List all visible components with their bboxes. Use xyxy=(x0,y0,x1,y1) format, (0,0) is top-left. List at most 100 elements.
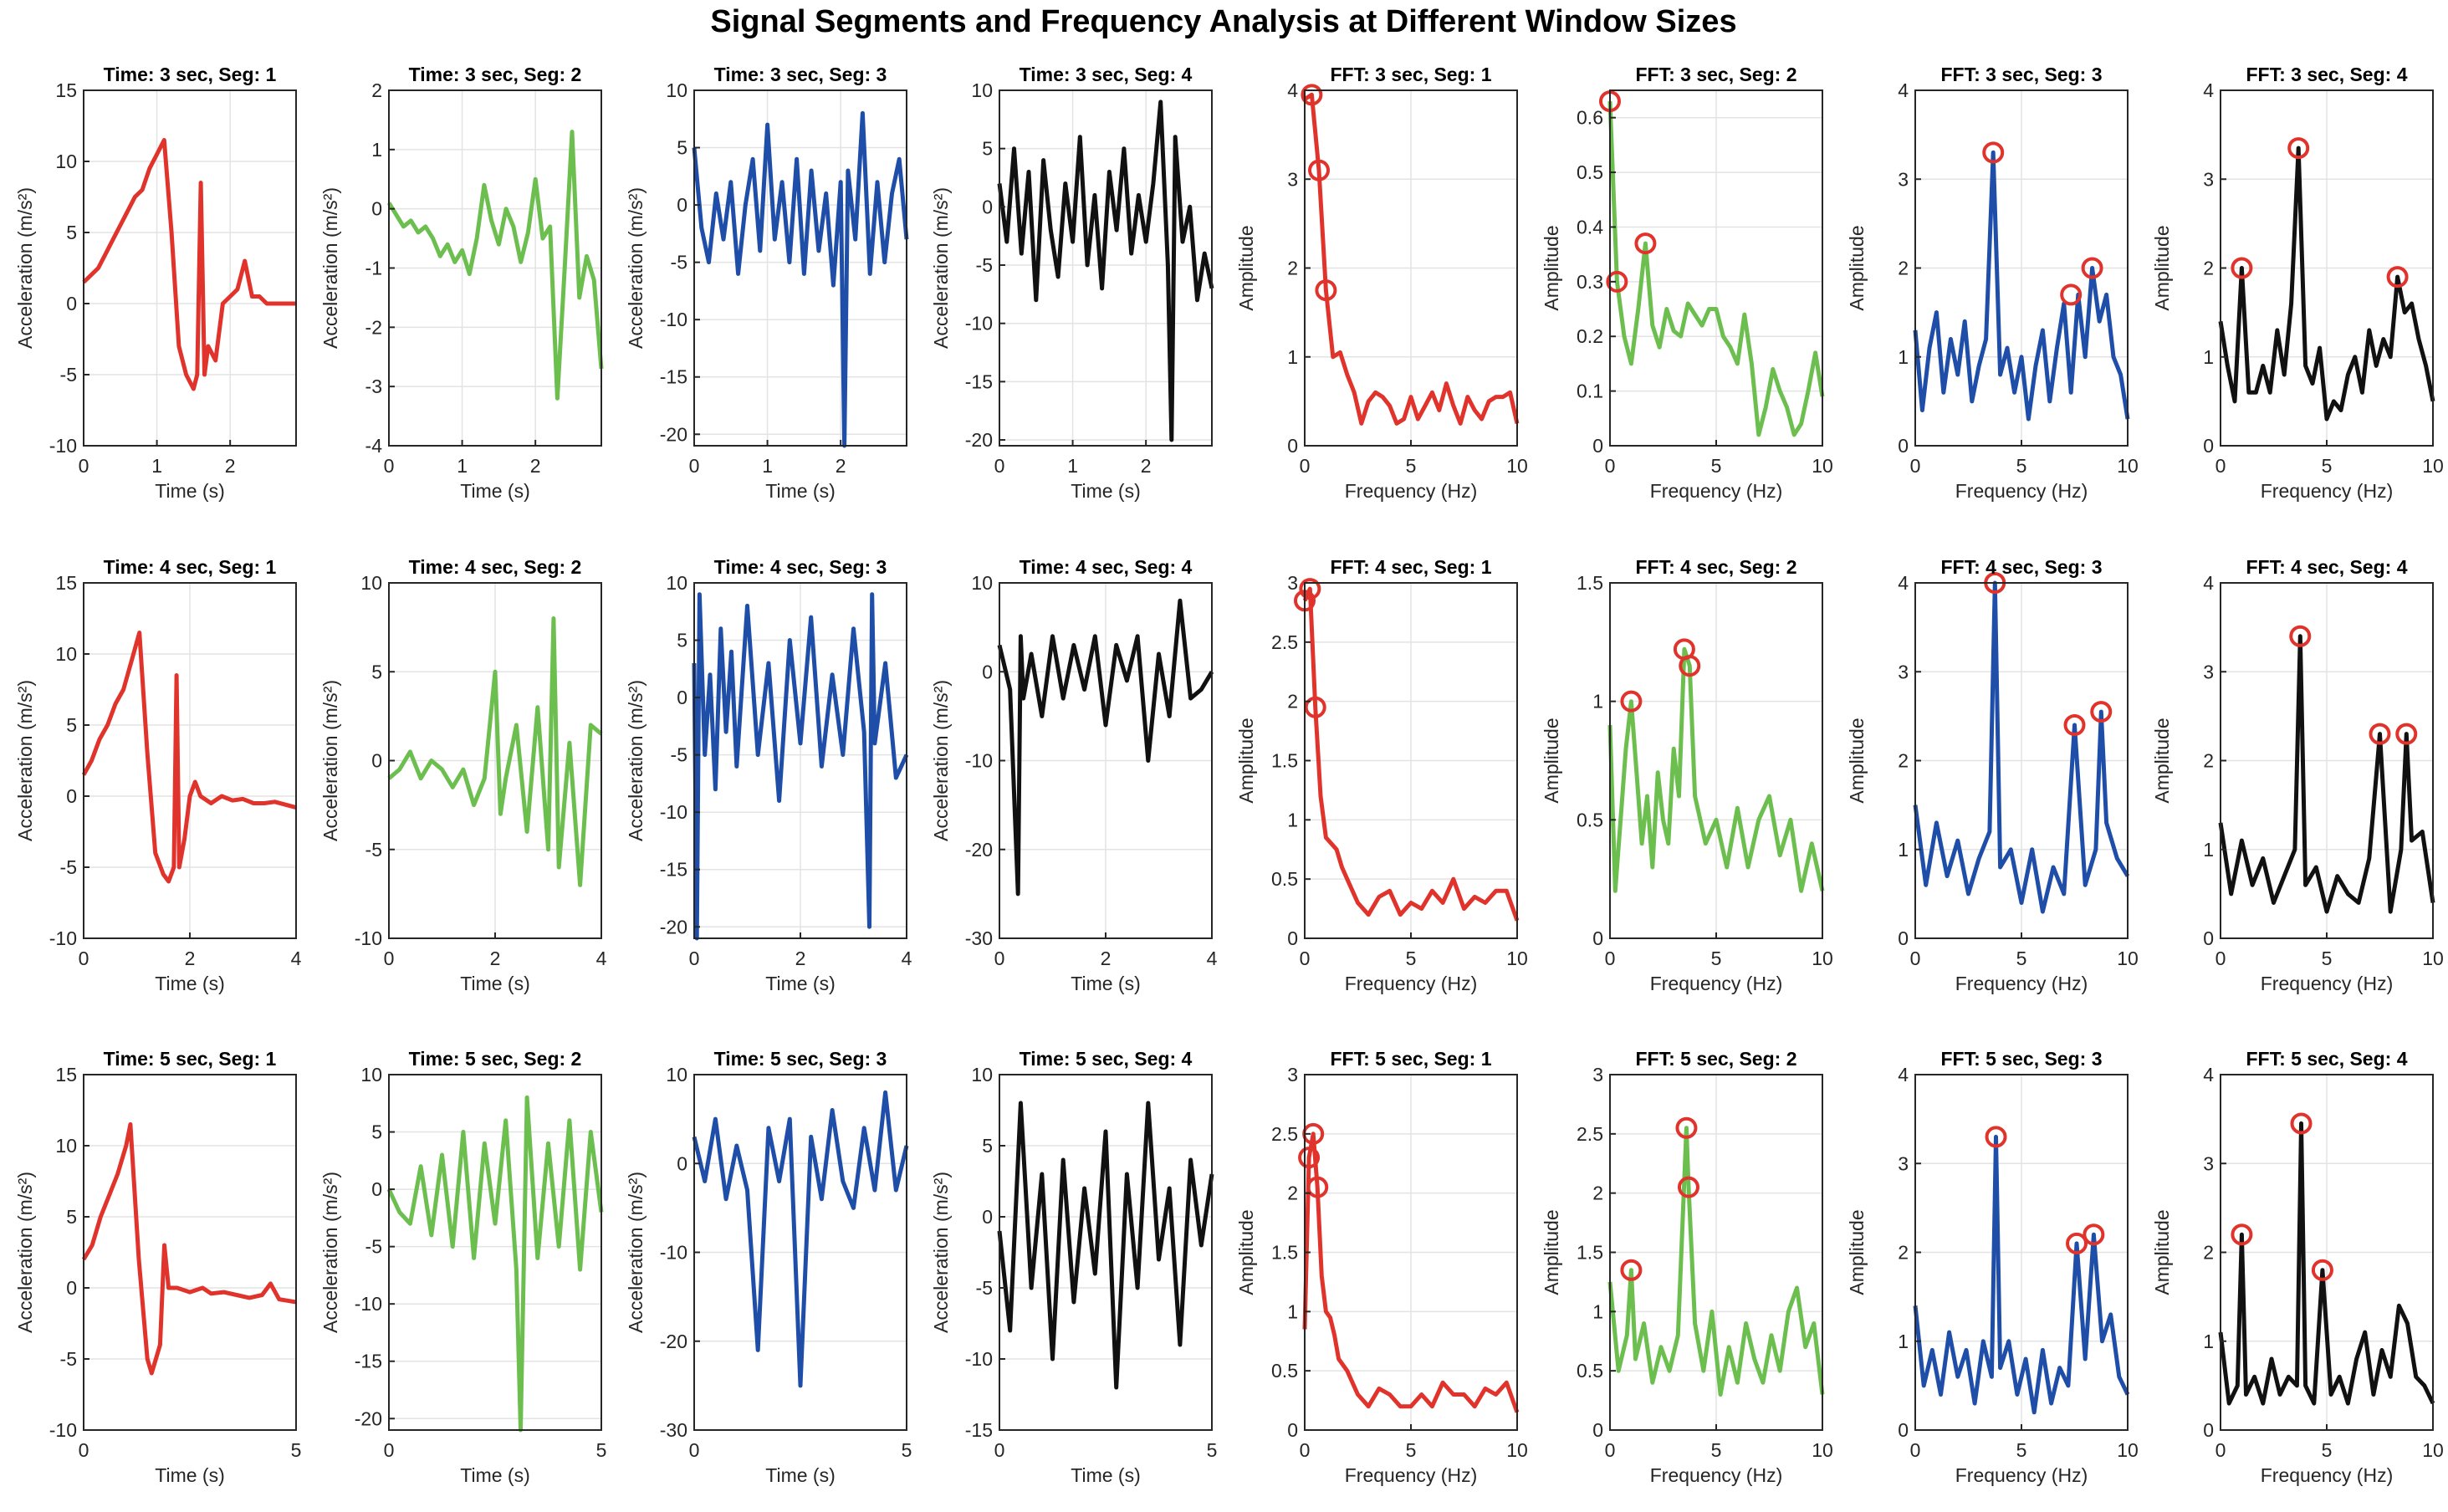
subplot-title: FFT: 3 sec, Seg: 4 xyxy=(2246,64,2407,85)
peak-marker xyxy=(1306,1176,1329,1198)
x-tick-label: 4 xyxy=(1207,948,1218,969)
subplot-fft-4-2: 0 5 10 0 0.5 1 1.5 FFT: 4 sec, Seg: 2 Frequency … xyxy=(1541,556,1833,994)
y-tick-label: 4 xyxy=(2203,1064,2214,1085)
y-tick-label: 0 xyxy=(982,1206,993,1228)
y-tick-label: 1.5 xyxy=(1577,572,1603,594)
peak-marker xyxy=(2289,625,2312,647)
y-tick-label: 10 xyxy=(971,79,993,101)
y-tick-label: -5 xyxy=(60,1348,77,1370)
figure-title: Signal Segments and Frequency Analysis a… xyxy=(710,4,1736,39)
series-line xyxy=(82,138,296,391)
y-tick-label: 0.5 xyxy=(1271,1360,1298,1382)
x-tick-label: 5 xyxy=(2016,1439,2027,1461)
subplot-title: Time: 5 sec, Seg: 2 xyxy=(409,1048,582,1070)
peak-marker xyxy=(2066,1232,2088,1254)
series-line xyxy=(1913,580,2130,914)
subplot-title: FFT: 3 sec, Seg: 1 xyxy=(1330,64,1491,85)
y-tick-label: 10 xyxy=(666,1064,687,1085)
subplot-fft-4-1: 0 5 10 0 0.5 1 1.5 2 2.5 3 FFT: 4 sec, Seg: 1 Frequ… xyxy=(1235,556,1528,994)
peak-marker xyxy=(1982,141,2005,164)
y-tick-label: 1 xyxy=(1287,1300,1298,1322)
y-tick-label: 2 xyxy=(1898,258,1909,279)
y-tick-label: 10 xyxy=(666,572,687,594)
y-tick-label: 2 xyxy=(1287,258,1298,279)
y-tick-label: 2 xyxy=(1592,1183,1603,1204)
series-line xyxy=(1913,150,2130,421)
series-line xyxy=(2218,634,2435,914)
x-tick-label: 10 xyxy=(1812,1439,1833,1461)
x-tick-label: 5 xyxy=(1406,455,1417,477)
x-tick-label: 0 xyxy=(384,455,395,477)
y-tick-label: 2 xyxy=(371,79,382,101)
y-tick-label: 0 xyxy=(1898,927,1909,949)
y-tick-label: 3 xyxy=(1287,1064,1298,1085)
y-tick-label: 0 xyxy=(677,1152,687,1174)
x-tick-label: 4 xyxy=(291,948,302,969)
x-tick-label: 5 xyxy=(2322,1439,2333,1461)
subplot-title: FFT: 5 sec, Seg: 1 xyxy=(1330,1048,1491,1070)
x-axis-label: Time (s) xyxy=(765,1464,835,1486)
x-tick-label: 10 xyxy=(1506,1439,1528,1461)
y-tick-label: 2 xyxy=(2203,750,2214,772)
subplot-title: FFT: 4 sec, Seg: 1 xyxy=(1330,556,1491,578)
y-tick-label: 0 xyxy=(66,785,77,807)
x-tick-label: 5 xyxy=(902,1439,912,1461)
y-tick-label: 1.5 xyxy=(1271,1242,1298,1264)
peak-marker xyxy=(2231,1223,2253,1246)
peak-marker xyxy=(2369,723,2391,745)
x-tick-label: 5 xyxy=(1711,1439,1722,1461)
y-tick-label: 2.5 xyxy=(1271,631,1298,653)
y-tick-label: 4 xyxy=(1287,79,1298,101)
y-tick-label: -10 xyxy=(49,435,77,457)
peak-marker xyxy=(1985,1126,2007,1148)
x-tick-label: 0 xyxy=(384,1439,395,1461)
x-tick-label: 1 xyxy=(1067,455,1078,477)
y-tick-label: 0 xyxy=(677,687,687,708)
peak-marker xyxy=(1301,84,1323,106)
y-tick-label: -2 xyxy=(365,316,382,338)
y-tick-label: -5 xyxy=(60,856,77,878)
y-tick-label: -15 xyxy=(965,1419,993,1441)
y-tick-label: 10 xyxy=(55,1135,77,1157)
x-tick-label: 5 xyxy=(1406,1439,1417,1461)
x-tick-label: 10 xyxy=(2117,455,2139,477)
peak-marker xyxy=(2395,723,2418,745)
x-axis-label: Time (s) xyxy=(460,973,529,994)
y-tick-label: -10 xyxy=(965,750,993,772)
x-tick-label: 0 xyxy=(994,1439,1005,1461)
y-tick-label: 2.5 xyxy=(1271,1123,1298,1145)
x-axis-label: Frequency (Hz) xyxy=(1650,1464,1782,1486)
axes-box xyxy=(83,89,297,447)
peak-marker xyxy=(2063,714,2086,736)
y-tick-label: 1 xyxy=(1898,346,1909,368)
subplot-fft-3-3: 0 5 10 0 1 2 3 4 FFT: 3 sec, Seg: 3 Frequency (Hz… xyxy=(1846,64,2139,502)
y-tick-label: 1.5 xyxy=(1577,1242,1603,1264)
y-tick-label: 1 xyxy=(2203,346,2214,368)
x-tick-label: 2 xyxy=(795,948,806,969)
x-axis-label: Frequency (Hz) xyxy=(1650,480,1782,502)
y-tick-label: 4 xyxy=(2203,79,2214,101)
y-tick-label: -4 xyxy=(365,435,383,457)
y-tick-label: 1 xyxy=(371,139,382,161)
peak-marker xyxy=(1299,578,1321,600)
subplot-fft-3-4: 0 5 10 0 1 2 3 4 FFT: 3 sec, Seg: 4 Frequency (Hz… xyxy=(2151,64,2444,502)
y-tick-label: 0.2 xyxy=(1577,325,1603,347)
y-tick-label: -10 xyxy=(660,309,687,330)
peak-marker xyxy=(2311,1259,2333,1281)
y-tick-label: 0 xyxy=(677,194,687,216)
x-tick-label: 0 xyxy=(689,1439,700,1461)
y-tick-label: 4 xyxy=(1898,79,1909,101)
x-tick-label: 5 xyxy=(291,1439,302,1461)
y-axis-label: Amplitude xyxy=(1846,718,1868,803)
subplot-title: Time: 4 sec, Seg: 1 xyxy=(104,556,277,578)
x-axis-label: Time (s) xyxy=(1071,973,1140,994)
peak-marker xyxy=(2290,1112,2313,1135)
subplot-time-3-1: 0 1 2 -10 -5 0 5 10 15 Time: 3 sec, Seg: 1 Time (s… xyxy=(14,64,297,502)
subplot-title: Time: 3 sec, Seg: 2 xyxy=(409,64,582,85)
y-tick-label: 0 xyxy=(2203,435,2214,457)
y-tick-label: 3 xyxy=(1898,1152,1909,1174)
peak-marker xyxy=(1620,1259,1643,1281)
x-axis-label: Time (s) xyxy=(460,1464,529,1486)
x-axis-label: Frequency (Hz) xyxy=(1650,973,1782,994)
peak-marker xyxy=(1634,232,1657,255)
